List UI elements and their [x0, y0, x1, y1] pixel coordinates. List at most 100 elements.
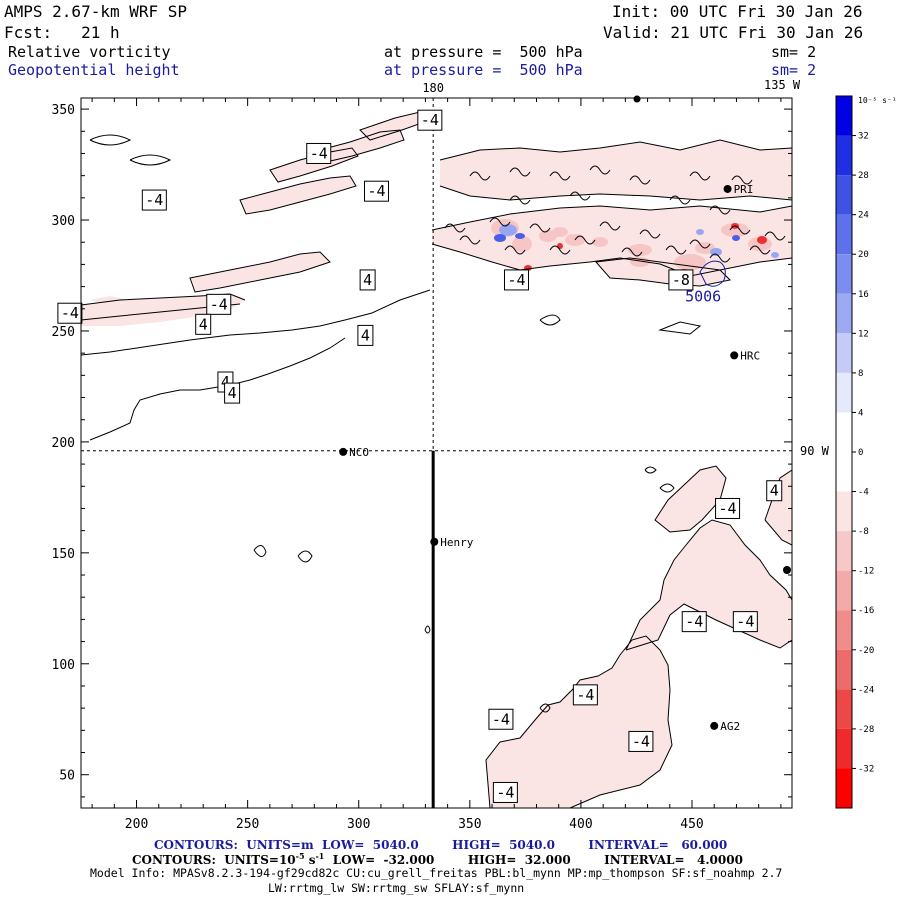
vorticity-contour	[439, 139, 792, 161]
vorticity-contour	[731, 175, 753, 185]
y-tick-label: 50	[59, 769, 75, 784]
station-label: NCO	[349, 446, 369, 459]
axes-layer: 200 250 300 350 400 450 50 100 150 200 250 300 350	[52, 97, 793, 832]
vorticity-contour	[658, 321, 702, 335]
station-label: HRC	[740, 349, 760, 362]
vorticity-cell	[552, 227, 568, 237]
vorticity-contour	[589, 165, 611, 175]
contour-label-box	[141, 189, 167, 211]
vorticity-contour	[89, 337, 346, 441]
x-tick-label: 200	[125, 817, 148, 832]
colorbar-tick-label: 32	[858, 132, 869, 142]
contour-label-box	[681, 611, 707, 633]
contour-label: -4	[496, 783, 514, 801]
contour-label: 4	[770, 482, 779, 500]
vorticity-neg-region	[440, 140, 792, 200]
vorticity-contour	[239, 175, 357, 215]
height-contour	[699, 260, 726, 287]
colorbar-swatch	[836, 333, 852, 373]
contour-label: -8	[672, 271, 690, 289]
vorticity-contour	[459, 235, 481, 245]
colorbar-tick-label: 8	[858, 369, 863, 379]
station-dot	[339, 447, 348, 456]
vorticity-contour	[574, 235, 596, 245]
vorticity-neg-region	[320, 130, 404, 162]
colorbar-swatch	[836, 689, 852, 729]
colorbar-swatch	[836, 214, 852, 255]
vorticity-neg-region	[486, 636, 672, 808]
contour-label-box	[206, 293, 232, 315]
contour-label: -4	[310, 144, 328, 162]
vorticity-contour-info: CONTOURS: UNITS=10-5 s-1 LOW= -32.000 HI…	[132, 851, 743, 867]
vorticity-contour	[81, 293, 246, 306]
contour-label: -4	[507, 271, 525, 289]
field1-name: Relative vorticity	[8, 43, 171, 61]
vorticity-cell	[696, 229, 704, 235]
field1-level: at pressure = 500 hPa	[384, 43, 583, 61]
vorticity-contour	[81, 289, 431, 356]
contour-label: -4	[719, 499, 737, 517]
plot-frame	[80, 97, 793, 809]
colorbar-unit-label: 10⁻⁵ s⁻¹	[858, 96, 897, 105]
vorticity-contour	[549, 245, 571, 255]
contour-label: -4	[736, 613, 754, 631]
colorbar-swatch	[836, 531, 852, 571]
vorticity-contour	[189, 251, 331, 293]
colorbar-swatch	[836, 649, 852, 690]
contour-label: -4	[632, 732, 650, 750]
contour-label: 4	[199, 315, 208, 333]
vorticity-contour	[639, 229, 661, 239]
vorticity-neg-region	[765, 470, 792, 545]
vorticity-neg-region	[240, 176, 356, 214]
vorticity-contour	[749, 245, 771, 255]
x-tick-label: 450	[680, 817, 703, 832]
vorticity-cell	[499, 224, 517, 236]
vorticity-contour	[689, 171, 711, 181]
vorticity-contour	[129, 154, 172, 166]
edge-station-dot	[633, 95, 641, 103]
vorticity-contour	[489, 217, 511, 227]
x-tick-label: 350	[458, 817, 481, 832]
contour-label: -4	[61, 304, 79, 322]
contour-label-box	[224, 382, 241, 404]
vorticity-contour	[569, 191, 591, 201]
vorticity-cell	[732, 235, 740, 241]
contour-label-box	[364, 180, 390, 202]
y-tick-label: 350	[52, 103, 75, 118]
vorticity-cell	[674, 254, 706, 270]
station-dot	[730, 351, 739, 360]
contour-label-box	[306, 142, 332, 164]
forecast-hour: Fcst: 21 h	[4, 23, 120, 42]
vorticity-contour	[297, 550, 313, 563]
vorticity-contour	[594, 257, 732, 287]
model-info-physics: LW:rrtmg_lw SW:rrtmg_sw SFLAY:sf_mynn	[268, 881, 525, 895]
station-dot	[710, 721, 719, 730]
colorbar-tick-label: -16	[858, 606, 874, 616]
height-label: 5006	[685, 287, 721, 305]
colorbar-tick-label: -28	[858, 725, 874, 735]
init-time: Init: 00 UTC Fri 30 Jan 26	[612, 2, 863, 21]
colorbar-tick-label: -24	[858, 685, 874, 695]
vorticity-contour	[654, 465, 727, 533]
x-tick-label: 250	[236, 817, 259, 832]
vorticity-contour	[764, 231, 786, 241]
colorbar-swatch	[836, 728, 852, 769]
vorticity-contour	[644, 466, 657, 474]
vorticity-contour	[599, 221, 621, 231]
vorticity-contour	[431, 243, 792, 277]
meridian-90w-label: 90 W	[800, 444, 830, 458]
contour-label: -4	[576, 686, 594, 704]
colorbar-tick-label: 12	[858, 329, 869, 339]
x-tick-label: 300	[347, 817, 370, 832]
contour-label-box	[417, 109, 443, 131]
vorticity-contour	[431, 205, 792, 231]
colorbar-swatch	[836, 175, 852, 215]
colorbar-tick-label: -12	[858, 567, 874, 577]
colorbar-tick-label: 20	[858, 250, 869, 260]
colorbar-tick-label: -32	[858, 764, 874, 774]
contour-label-box	[492, 781, 518, 803]
vorticity-cell	[757, 236, 767, 244]
contour-label-box	[668, 269, 694, 291]
vorticity-cell	[710, 248, 722, 256]
